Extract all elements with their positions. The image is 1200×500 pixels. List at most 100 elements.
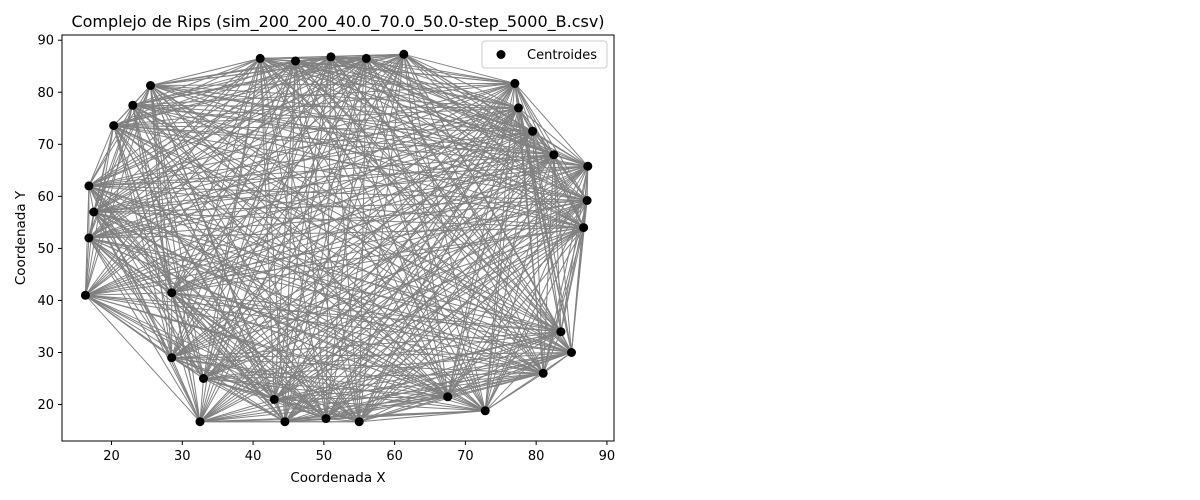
rips-edge xyxy=(330,56,562,333)
rips-edge xyxy=(553,154,572,353)
rips-edge xyxy=(284,60,296,422)
rips-edge xyxy=(260,57,519,109)
rips-edge xyxy=(295,60,562,333)
rips-edge xyxy=(325,83,516,419)
y-axis-ticks: 20 30 40 50 60 70 80 90 xyxy=(37,34,62,413)
rips-edge xyxy=(330,56,449,397)
rips-edge xyxy=(447,154,555,398)
rips-edge xyxy=(203,83,516,379)
centroid-point xyxy=(291,56,300,66)
rips-edge xyxy=(365,58,584,228)
centroid-point xyxy=(84,181,94,191)
rips-edge xyxy=(85,292,172,296)
rips-edge xyxy=(366,57,515,84)
rips-edge xyxy=(171,292,204,379)
rips-edge xyxy=(553,154,588,167)
rips-edge xyxy=(447,200,588,398)
centroid-point xyxy=(399,49,409,59)
rips-edge xyxy=(199,378,204,422)
centroid-point xyxy=(321,414,331,424)
rips-edge xyxy=(132,57,261,106)
centroid-point xyxy=(84,233,94,243)
rips-edge xyxy=(171,107,519,294)
rips-edge xyxy=(150,85,173,358)
centroid-point xyxy=(269,394,279,404)
rips-edge xyxy=(330,56,588,167)
rips-edge xyxy=(514,83,585,228)
rips-edge xyxy=(203,60,296,379)
rips-edge xyxy=(366,57,555,156)
rips-edge xyxy=(403,53,516,84)
x-tick-label: 70 xyxy=(457,449,474,464)
rips-edge xyxy=(532,131,572,353)
x-tick-label: 90 xyxy=(599,449,616,464)
rips-edge xyxy=(171,58,367,358)
legend: Centroides xyxy=(481,40,608,69)
rips-edge xyxy=(132,104,486,412)
rips-edge xyxy=(132,104,533,132)
centroid-point xyxy=(89,207,99,217)
rips-edge xyxy=(199,60,296,422)
centroid-point xyxy=(167,353,177,363)
rips-edge xyxy=(330,56,572,353)
rips-edge xyxy=(447,107,519,397)
y-tick-label: 60 xyxy=(37,190,54,205)
rips-edge xyxy=(447,352,572,398)
rips-edge xyxy=(171,60,296,293)
centroid-point xyxy=(195,417,205,427)
rips-edge xyxy=(203,58,261,379)
rips-edge xyxy=(325,107,519,419)
rips-edge xyxy=(447,83,516,397)
rips-edge xyxy=(358,131,534,422)
rips-edge xyxy=(560,166,589,332)
centroid-point xyxy=(582,196,592,205)
centroid-point xyxy=(579,223,589,233)
rips-edge xyxy=(150,85,204,379)
rips-edge xyxy=(365,58,544,374)
rips-edge xyxy=(358,83,516,422)
rips-edge xyxy=(447,227,584,398)
rips-edge xyxy=(358,200,588,423)
rips-edge xyxy=(542,352,572,374)
rips-edge xyxy=(484,331,562,412)
rips-edge xyxy=(295,60,327,419)
rips-edge xyxy=(273,56,332,400)
rips-edges xyxy=(84,53,589,423)
rips-edge xyxy=(150,57,261,86)
centroid-point xyxy=(480,406,490,416)
centroid-point xyxy=(556,327,566,337)
rips-edge xyxy=(325,165,589,419)
rips-edge xyxy=(150,85,360,422)
y-tick-label: 80 xyxy=(37,86,54,101)
rips-edge xyxy=(330,56,544,374)
rips-edge xyxy=(259,58,486,412)
rips-edge xyxy=(88,237,201,422)
rips-edge xyxy=(403,53,555,156)
rips-edge xyxy=(447,165,589,398)
x-axis-label: Coordenada X xyxy=(290,470,385,486)
x-tick-label: 20 xyxy=(103,449,120,464)
rips-edge xyxy=(93,125,115,213)
rips-edge xyxy=(132,104,554,156)
rips-edge xyxy=(273,60,296,400)
rips-edge xyxy=(514,83,555,155)
rips-edge xyxy=(203,378,486,412)
rips-edge xyxy=(203,154,555,379)
rips-edge xyxy=(358,58,367,422)
rips-edge xyxy=(171,227,584,294)
x-tick-label: 60 xyxy=(386,449,403,464)
centroid-point xyxy=(583,161,593,171)
rips-edge xyxy=(295,60,515,84)
rips-edge xyxy=(358,165,589,423)
rips-edge xyxy=(358,227,584,423)
centroid-point xyxy=(128,100,138,110)
y-tick-label: 90 xyxy=(37,34,54,49)
centroid-point xyxy=(280,417,290,427)
rips-edge xyxy=(403,53,589,167)
rips-edge xyxy=(150,85,286,422)
centroid-point xyxy=(510,78,520,88)
legend-label-centroides: Centroides xyxy=(527,48,597,63)
y-tick-label: 70 xyxy=(37,138,54,153)
rips-edge xyxy=(553,154,562,332)
chart-title: Complejo de Rips (sim_200_200_40.0_70.0_… xyxy=(71,12,604,32)
